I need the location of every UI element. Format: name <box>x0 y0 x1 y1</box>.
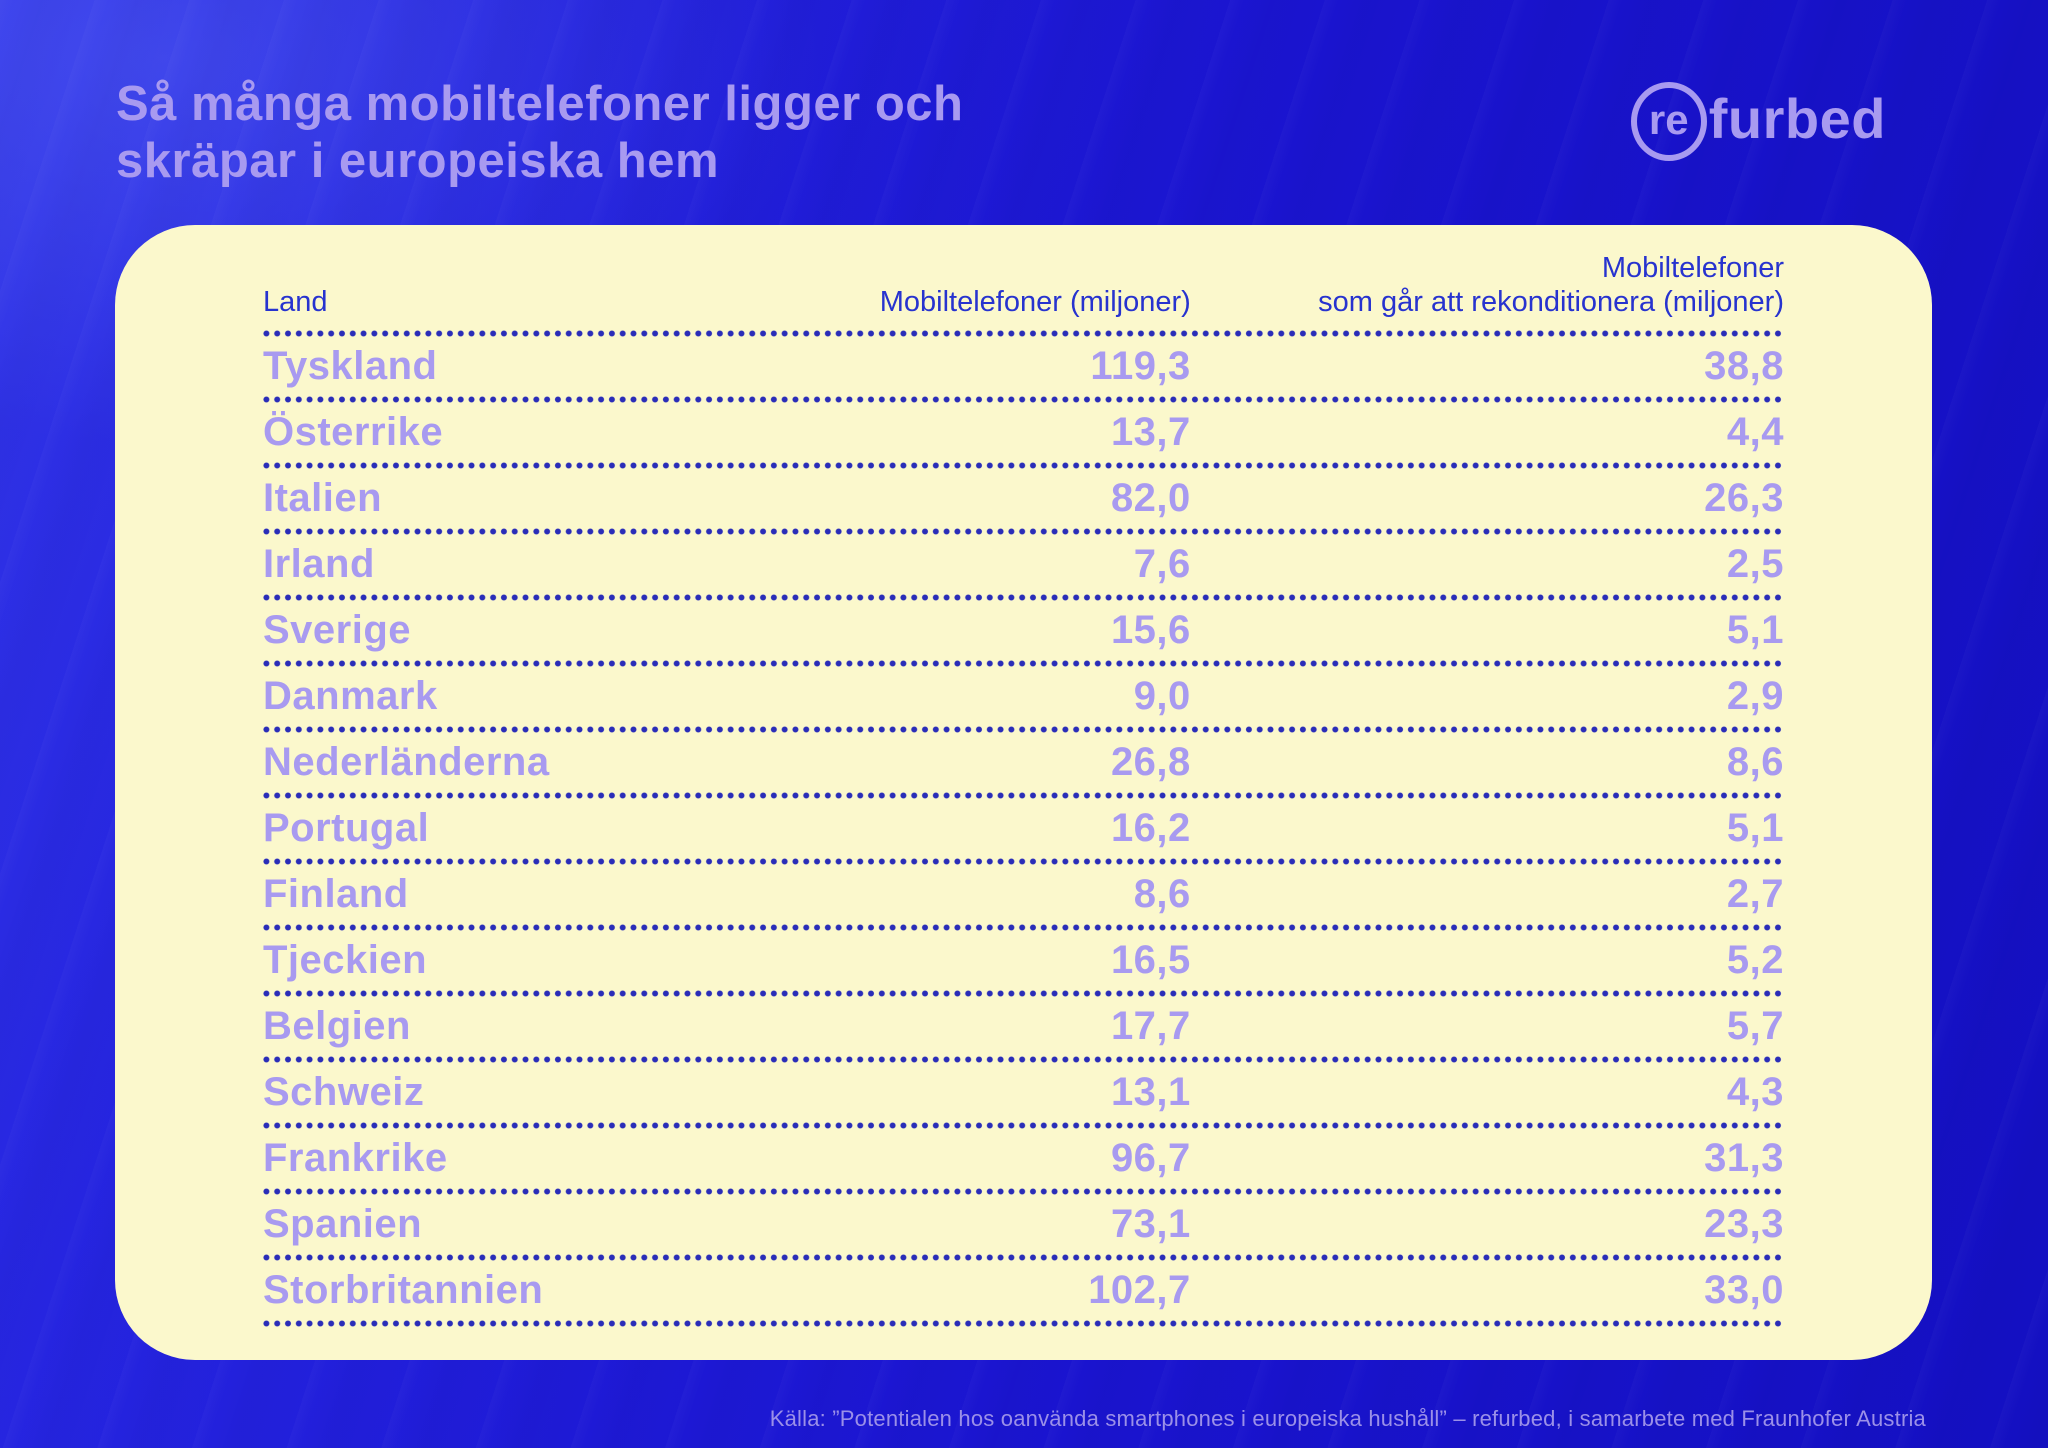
refurbishable-cell: 8,6 <box>1726 740 1784 784</box>
phones-cell: 73,1 <box>1110 1202 1191 1246</box>
row-separator <box>263 528 1784 535</box>
table-row: Portugal 16,2 5,1 <box>263 799 1784 858</box>
row-separator <box>263 990 1784 997</box>
phones-cell: 9,0 <box>1133 674 1191 718</box>
page-title-line2: skräpar i europeiska hem <box>116 134 720 188</box>
country-cell: Tyskland <box>263 344 438 388</box>
table-row: Schweiz 13,1 4,3 <box>263 1063 1784 1122</box>
row-separator <box>263 1188 1784 1195</box>
table-row: Danmark 9,0 2,9 <box>263 667 1784 726</box>
country-cell: Frankrike <box>263 1136 448 1180</box>
header-separator <box>263 330 1784 337</box>
phones-cell: 26,8 <box>1110 740 1191 784</box>
page-title-line1: Så många mobiltelefoner ligger och <box>116 77 964 131</box>
row-separator <box>263 1056 1784 1063</box>
table-header: Land Mobiltelefoner (miljoner) Mobiltele… <box>263 225 1784 319</box>
phones-cell: 16,2 <box>1110 806 1191 850</box>
table-row: Italien 82,0 26,3 <box>263 469 1784 528</box>
refurbed-logo-circle: re <box>1630 82 1707 161</box>
country-cell: Nederländerna <box>263 740 550 784</box>
row-separator <box>263 726 1784 733</box>
country-cell: Belgien <box>263 1004 411 1048</box>
country-cell: Sverige <box>263 608 412 652</box>
phones-cell: 13,1 <box>1110 1070 1191 1114</box>
row-separator <box>263 1320 1784 1327</box>
table-row: Sverige 15,6 5,1 <box>263 601 1784 660</box>
column-header-refurbishable-line2: som går att rekonditionera (miljoner) <box>1318 286 1784 318</box>
row-separator <box>263 462 1784 469</box>
country-cell: Italien <box>263 476 383 520</box>
phones-cell: 17,7 <box>1110 1004 1191 1048</box>
refurbishable-cell: 2,9 <box>1726 674 1784 718</box>
refurbed-logo-text: furbed <box>1708 86 1886 150</box>
country-cell: Spanien <box>263 1202 423 1246</box>
data-card: Land Mobiltelefoner (miljoner) Mobiltele… <box>115 225 1932 1360</box>
refurbishable-cell: 4,4 <box>1726 410 1784 454</box>
table-row: Frankrike 96,7 31,3 <box>263 1129 1784 1188</box>
country-cell: Danmark <box>263 674 438 718</box>
refurbishable-cell: 5,1 <box>1726 608 1784 652</box>
table-row: Tjeckien 16,5 5,2 <box>263 931 1784 990</box>
column-header-refurbishable: Mobiltelefoner som går att rekonditioner… <box>1191 251 1784 319</box>
phones-cell: 102,7 <box>1088 1268 1191 1312</box>
refurbishable-cell: 38,8 <box>1704 344 1784 388</box>
row-separator <box>263 858 1784 865</box>
refurbishable-cell: 2,5 <box>1726 542 1784 586</box>
column-header-phones: Mobiltelefoner (miljoner) <box>879 286 1191 318</box>
phones-cell: 7,6 <box>1133 542 1191 586</box>
row-separator <box>263 1122 1784 1129</box>
refurbishable-cell: 5,7 <box>1726 1004 1784 1048</box>
refurbed-logo-re: re <box>1648 96 1689 143</box>
table-row: Irland 7,6 2,5 <box>263 535 1784 594</box>
phones-cell: 13,7 <box>1110 410 1191 454</box>
row-separator <box>263 594 1784 601</box>
table-row: Belgien 17,7 5,7 <box>263 997 1784 1056</box>
refurbishable-cell: 31,3 <box>1704 1136 1784 1180</box>
table-row: Österrike 13,7 4,4 <box>263 403 1784 462</box>
refurbishable-cell: 2,7 <box>1726 872 1784 916</box>
row-separator <box>263 660 1784 667</box>
refurbed-logo: re furbed <box>1630 82 1886 161</box>
phones-cell: 119,3 <box>1090 344 1191 388</box>
country-cell: Storbritannien <box>263 1268 544 1312</box>
country-cell: Irland <box>263 542 375 586</box>
row-separator <box>263 1254 1784 1261</box>
column-header-refurbishable-line1: Mobiltelefoner <box>1601 252 1784 284</box>
country-cell: Portugal <box>263 806 430 850</box>
refurbishable-cell: 26,3 <box>1704 476 1784 520</box>
phones-cell: 82,0 <box>1110 476 1191 520</box>
country-cell: Österrike <box>263 410 444 454</box>
phones-cell: 15,6 <box>1110 608 1191 652</box>
source-note: Källa: ”Potentialen hos oanvända smartph… <box>769 1406 1926 1431</box>
table-row: Nederländerna 26,8 8,6 <box>263 733 1784 792</box>
refurbishable-cell: 4,3 <box>1726 1070 1784 1114</box>
phones-cell: 96,7 <box>1110 1136 1191 1180</box>
table-row: Spanien 73,1 23,3 <box>263 1195 1784 1254</box>
row-separator <box>263 924 1784 931</box>
refurbishable-cell: 23,3 <box>1704 1202 1784 1246</box>
table-body: Tyskland 119,3 38,8 Österrike 13,7 4,4 Italien… <box>263 337 1784 1327</box>
page-title: Så många mobiltelefoner ligger och skräp… <box>116 76 963 190</box>
country-cell: Schweiz <box>263 1070 425 1114</box>
table-row: Storbritannien 102,7 33,0 <box>263 1261 1784 1320</box>
phones-cell: 16,5 <box>1110 938 1191 982</box>
refurbishable-cell: 33,0 <box>1704 1268 1784 1312</box>
table-row: Tyskland 119,3 38,8 <box>263 337 1784 396</box>
refurbishable-cell: 5,2 <box>1726 938 1784 982</box>
country-cell: Tjeckien <box>263 938 428 982</box>
table-row: Finland 8,6 2,7 <box>263 865 1784 924</box>
phones-cell: 8,6 <box>1133 872 1191 916</box>
refurbishable-cell: 5,1 <box>1726 806 1784 850</box>
country-cell: Finland <box>263 872 409 916</box>
row-separator <box>263 792 1784 799</box>
column-header-country: Land <box>263 286 328 318</box>
row-separator <box>263 396 1784 403</box>
